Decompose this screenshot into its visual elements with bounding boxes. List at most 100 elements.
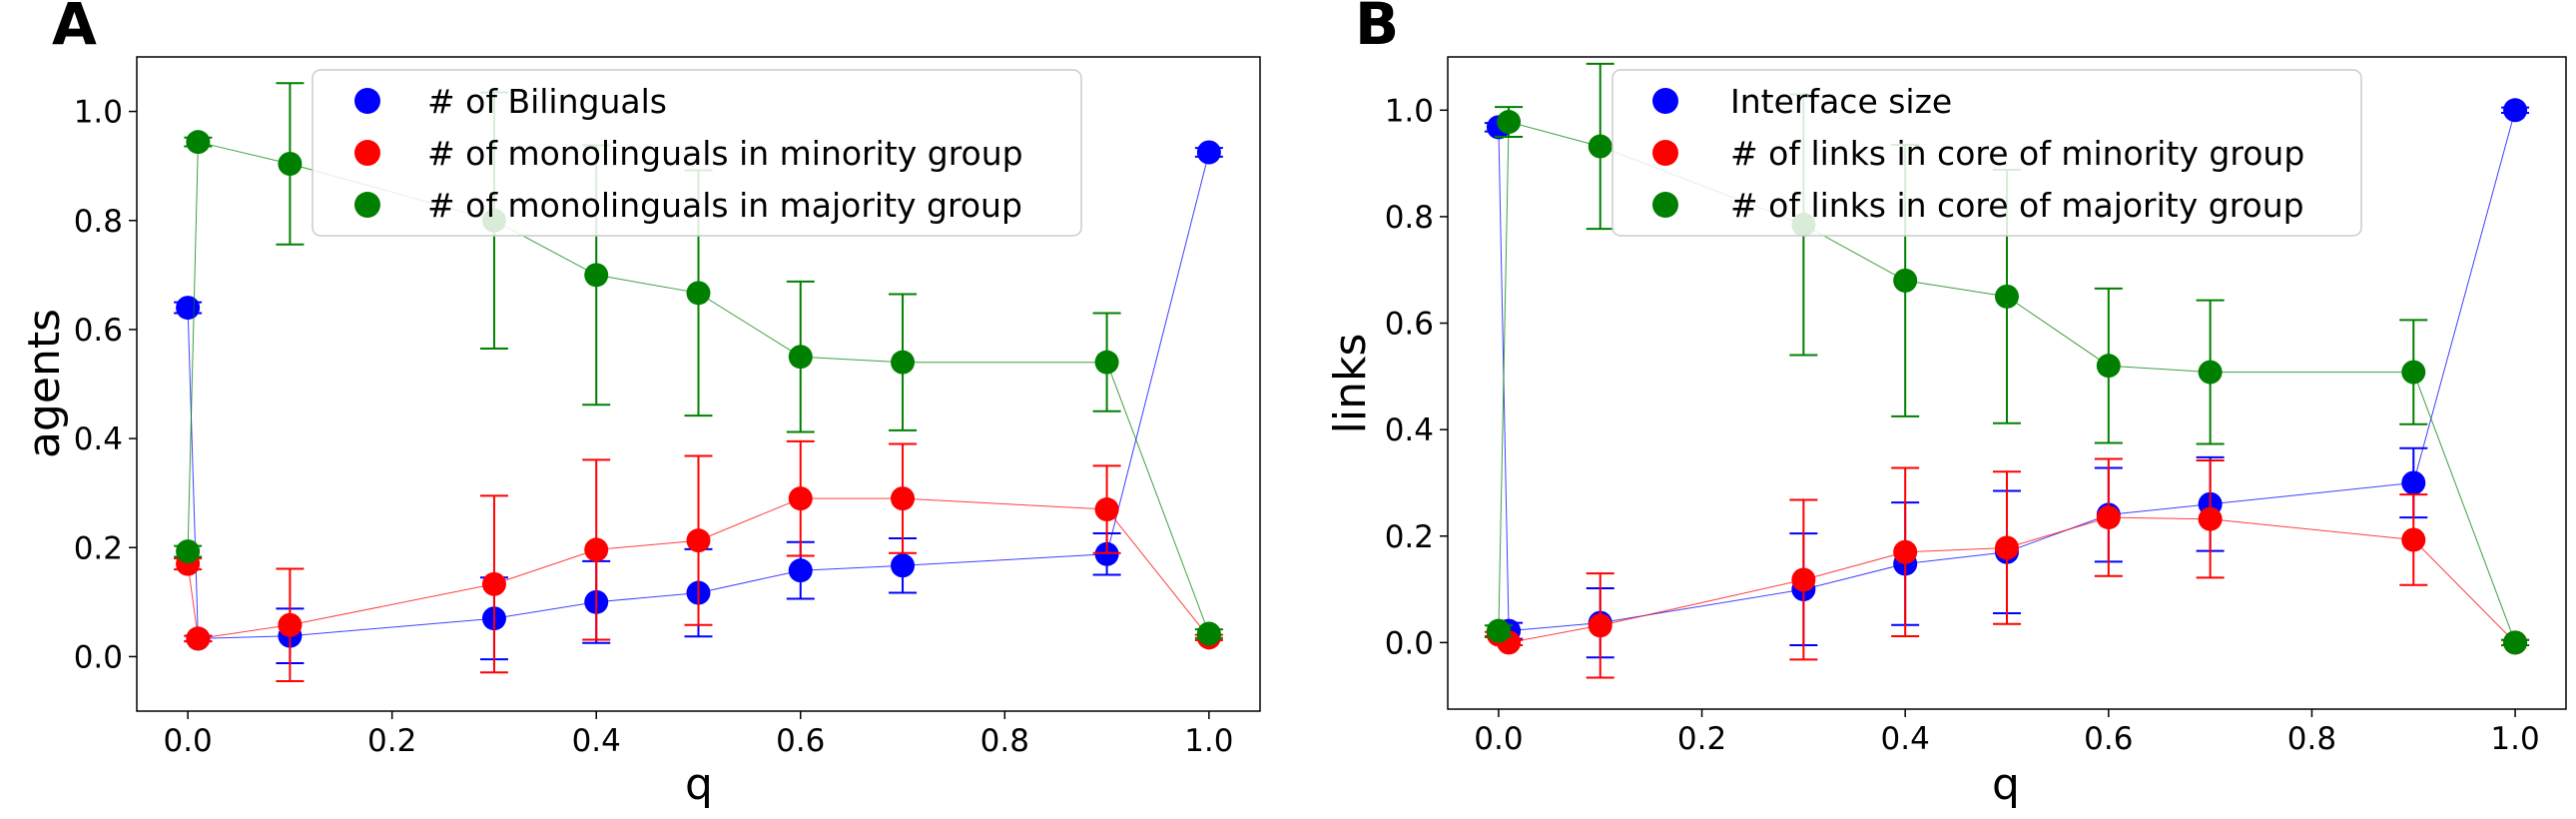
- panel-a-x-tick-label: 0.0: [163, 723, 212, 759]
- panel-b-line-interface: [1498, 110, 2516, 632]
- panel-a-y-tick-label: 0.0: [74, 639, 123, 675]
- panel-a-point-minority: [186, 626, 211, 651]
- panel-a-point-majority: [278, 151, 303, 176]
- panel-b-x-tick-label: 0.8: [2287, 721, 2336, 757]
- panel-b-x-tick-label: 0.0: [1474, 721, 1523, 757]
- panel-b-point-majority: [2096, 354, 2121, 379]
- panel-b-point-minority: [2198, 506, 2223, 531]
- panel-b-point-majority: [1497, 110, 1522, 135]
- panel-b-x-tick-label: 0.4: [1881, 721, 1930, 757]
- panel-a-point-minority: [1094, 497, 1119, 522]
- panel-b-legend: Interface size # of links in core of min…: [1611, 69, 2362, 237]
- panel-b-point-majority: [2401, 360, 2426, 385]
- panel-b-legend-box: [1611, 69, 2362, 237]
- panel-a-point-minority: [891, 486, 916, 511]
- panel-a-point-bilinguals: [1094, 541, 1119, 566]
- panel-b-point-minority: [1893, 539, 1918, 564]
- panel-a-legend-box: [312, 69, 1082, 237]
- panel-a-legend-marker-minority: [354, 140, 380, 166]
- panel-a-x-tick-label: 0.2: [367, 723, 416, 759]
- panel-a-point-minority: [584, 537, 609, 562]
- panel-a-y-axis-label: agents: [19, 309, 70, 458]
- panel-b-line-minority: [1498, 516, 2516, 643]
- panel-b-plot-frame: [1447, 56, 2567, 710]
- panel-a-x-tick-label: 1.0: [1184, 723, 1233, 759]
- panel-b-legend-marker-interface: [1652, 88, 1678, 114]
- panel-b-point-majority: [2503, 630, 2528, 655]
- panel-b-x-tick-label: 0.6: [2084, 721, 2133, 757]
- panel-a-legend-marker-bilinguals: [354, 88, 380, 114]
- panel-a-y-tick-label: 0.2: [74, 530, 123, 566]
- panel-b-y-tick-label: 0.4: [1385, 412, 1434, 448]
- panel-a-x-axis-label: q: [685, 759, 713, 810]
- panel-b-letter: B: [1355, 0, 1399, 58]
- panel-b-y-tick-label: 0.0: [1385, 625, 1434, 661]
- panel-a-legend-label-majority: # of monolinguals in majority group: [427, 186, 1022, 225]
- panel-a-legend-marker-majority: [354, 192, 380, 218]
- panel-b-y-tick-label: 0.2: [1385, 519, 1434, 555]
- panel-a-point-majority: [584, 263, 609, 288]
- panel-b-series-minority: [1484, 457, 2530, 679]
- panel-a-point-minority: [278, 612, 303, 637]
- panel-a-ticks: 0.0 0.2 0.4 0.6 0.8 1.0 0.0 0.2 0.4 0.6 0.8 1.0: [74, 95, 1234, 759]
- panel-a-point-majority: [788, 345, 813, 370]
- panel-a-y-tick-label: 0.8: [74, 204, 123, 240]
- panel-b-y-tick-label: 1.0: [1385, 93, 1434, 129]
- panel-a-line-minority: [187, 497, 1210, 639]
- panel-b-legend-label-interface: Interface size: [1730, 82, 1952, 121]
- panel-a-y-tick-label: 0.4: [74, 421, 123, 457]
- panel-a-point-majority: [186, 130, 211, 155]
- panel-b-legend-marker-majority: [1652, 192, 1678, 218]
- panel-a-marks: [174, 82, 1223, 682]
- panel-b-point-minority: [2096, 505, 2121, 530]
- panel-b-point-majority: [1995, 284, 2019, 309]
- panel-b-x-tick-label: 1.0: [2490, 721, 2539, 757]
- panel-b-point-majority: [1588, 134, 1612, 159]
- panel-a-point-minority: [481, 571, 506, 596]
- panel-b-point-majority: [2198, 360, 2223, 385]
- panel-a-legend-label-minority: # of monolinguals in minority group: [427, 134, 1023, 173]
- panel-a-legend: # of Bilinguals # of monolinguals in min…: [312, 69, 1082, 237]
- panel-b-point-minority: [1995, 535, 2019, 560]
- panel-b-point-interface: [2503, 98, 2528, 123]
- panel-b-point-minority: [2401, 527, 2426, 552]
- panel-b-y-tick-label: 0.8: [1385, 200, 1434, 236]
- panel-a-line-majority: [187, 141, 1210, 634]
- panel-a-letter: A: [52, 0, 97, 58]
- panel-b-ticks: 0.0 0.2 0.4 0.6 0.8 1.0 0.0 0.2 0.4 0.6 0.8 1.0: [1385, 93, 2540, 757]
- panel-a-point-bilinguals: [891, 553, 916, 578]
- panel-b-x-tick-label: 0.2: [1677, 721, 1726, 757]
- panel-a-x-tick-label: 0.6: [776, 723, 825, 759]
- panel-b-point-majority: [1893, 268, 1918, 293]
- panel-b-y-axis-label: links: [1325, 334, 1376, 434]
- panel-a-point-minority: [788, 486, 813, 511]
- panel-b-point-minority: [1791, 567, 1816, 592]
- panel-b-point-interface: [2401, 470, 2426, 495]
- panel-b-legend-label-minority: # of links in core of minority group: [1730, 134, 2304, 173]
- panel-a-point-bilinguals: [1196, 140, 1221, 165]
- panel-a-y-tick-label: 1.0: [74, 95, 123, 131]
- panel-a-point-majority: [1094, 350, 1119, 375]
- panel-a-point-majority: [1196, 621, 1221, 646]
- panel-b-y-tick-label: 0.6: [1385, 307, 1434, 343]
- panel-a-point-bilinguals: [788, 558, 813, 583]
- panel-b: B 0.0 0.2 0.4 0.6 0.8 1.0 0.0 0.2 0.4 0.6 0.8 1.0 q…: [1325, 0, 2567, 810]
- panel-b-point-minority: [1588, 613, 1612, 638]
- panel-b-legend-label-majority: # of links in core of majority group: [1730, 186, 2304, 225]
- panel-b-legend-marker-minority: [1652, 140, 1678, 166]
- panel-a-point-majority: [686, 281, 711, 306]
- panel-a-line-bilinguals: [187, 152, 1210, 639]
- panel-a-x-tick-label: 0.4: [572, 723, 621, 759]
- panel-b-line-majority: [1498, 121, 2516, 643]
- panel-b-x-axis-label: q: [1992, 759, 2020, 810]
- panel-a: A 0.0 0.2 0.4 0.6 0.8 1.0 0.0 0.2 0.4 0.6 0.8 1.0 q…: [19, 0, 1261, 810]
- panel-a-point-majority: [176, 539, 201, 564]
- panel-b-point-majority: [1486, 618, 1511, 643]
- panel-a-point-minority: [686, 528, 711, 553]
- panel-a-point-majority: [891, 350, 916, 375]
- panel-a-y-tick-label: 0.6: [74, 313, 123, 349]
- panel-a-x-tick-label: 0.8: [980, 723, 1029, 759]
- panel-a-plot-frame: [136, 56, 1261, 712]
- panel-a-legend-label-bilinguals: # of Bilinguals: [427, 82, 667, 121]
